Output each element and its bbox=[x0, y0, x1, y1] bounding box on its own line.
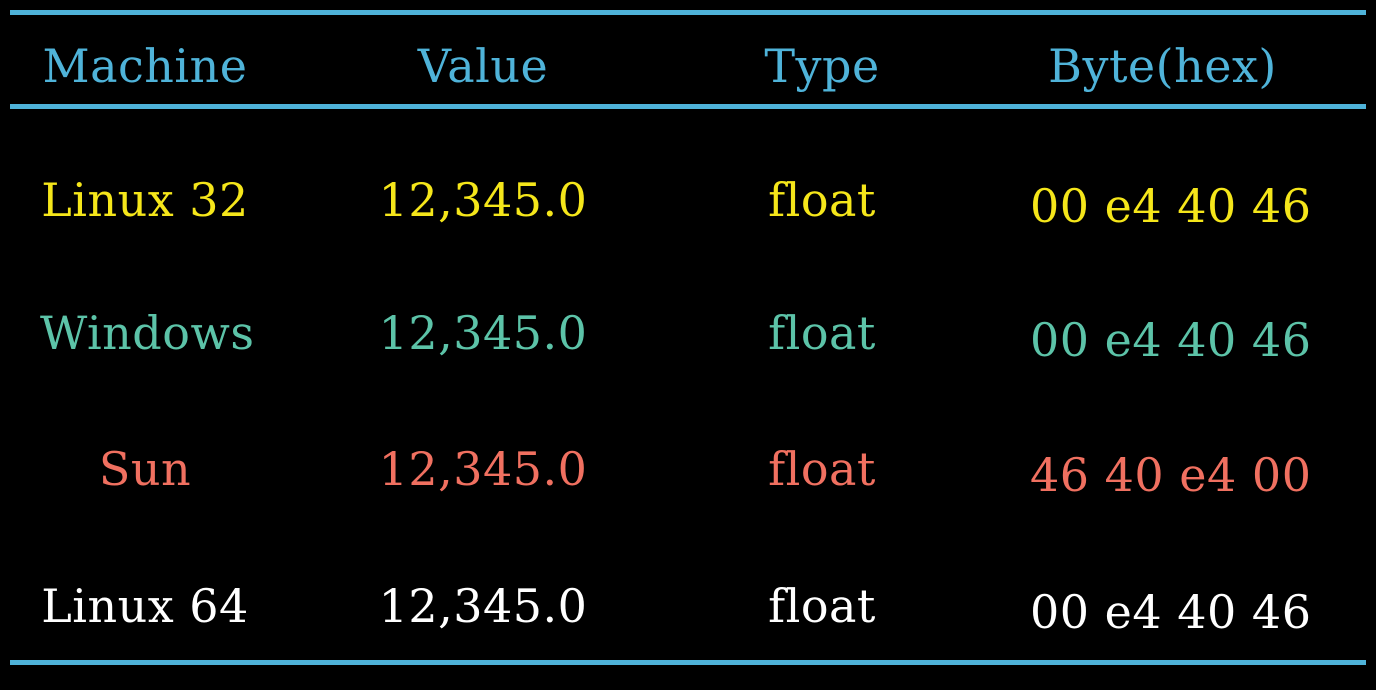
row-linux32-machine: Linux 32 bbox=[41, 173, 249, 227]
table-header-rule bbox=[10, 104, 1366, 109]
table-bottom-rule bbox=[10, 660, 1366, 665]
row-linux32-value: 12,345.0 bbox=[378, 173, 588, 227]
header-bytes: Byte(hex) bbox=[1048, 39, 1277, 93]
row-linux64-value: 12,345.0 bbox=[378, 579, 588, 633]
row-linux64-machine: Linux 64 bbox=[41, 579, 249, 633]
header-value: Value bbox=[417, 39, 549, 93]
row-linux64-bytes: 00 e4 40 46 bbox=[1030, 585, 1312, 639]
table-top-rule bbox=[10, 10, 1366, 15]
row-windows-machine: Windows bbox=[40, 306, 255, 360]
row-sun-type: float bbox=[768, 442, 876, 496]
row-windows-type: float bbox=[768, 306, 876, 360]
row-windows-bytes: 00 e4 40 46 bbox=[1030, 313, 1312, 367]
row-linux64-type: float bbox=[768, 579, 876, 633]
row-sun-bytes: 46 40 e4 00 bbox=[1030, 448, 1312, 502]
row-sun-machine: Sun bbox=[98, 442, 192, 496]
row-linux32-type: float bbox=[768, 173, 876, 227]
row-sun-value: 12,345.0 bbox=[378, 442, 588, 496]
header-machine: Machine bbox=[42, 39, 248, 93]
header-type: Type bbox=[764, 39, 880, 93]
row-windows-value: 12,345.0 bbox=[378, 306, 588, 360]
row-linux32-bytes: 00 e4 40 46 bbox=[1030, 179, 1312, 233]
